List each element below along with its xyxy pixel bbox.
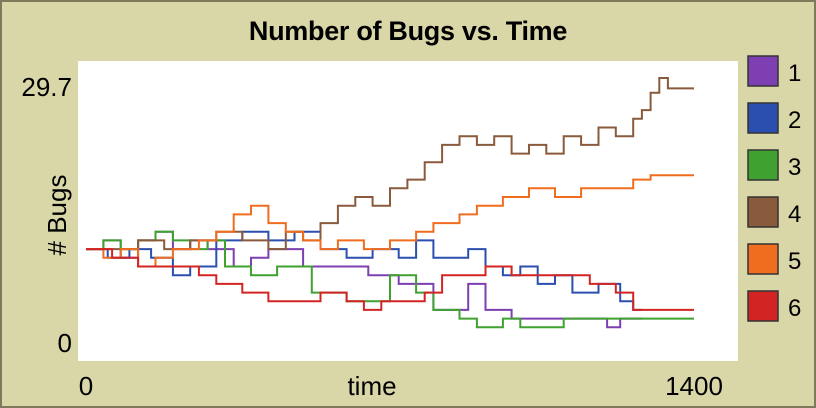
y-tick-label-min: 0 <box>58 328 72 358</box>
legend-label-2: 2 <box>788 107 801 134</box>
y-axis-label: # Bugs <box>42 175 72 256</box>
legend-swatch-6 <box>747 290 779 322</box>
legend-swatch-4 <box>747 196 779 228</box>
series-line-6 <box>86 248 694 311</box>
legend: 1 2 3 4 5 6 <box>747 55 801 322</box>
x-tick-label-max: 1400 <box>665 371 723 401</box>
legend-label-3: 3 <box>788 154 801 181</box>
series-layer <box>86 77 694 329</box>
legend-swatch-3 <box>747 149 779 181</box>
series-line-4 <box>86 77 694 251</box>
y-tick-label-max: 29.7 <box>21 72 72 102</box>
legend-swatch-5 <box>747 243 779 275</box>
legend-label-1: 1 <box>788 60 801 87</box>
x-tick-label-min: 0 <box>79 371 93 401</box>
legend-label-5: 5 <box>788 248 801 275</box>
legend-swatch-1 <box>747 55 779 87</box>
x-axis-label: time <box>347 371 396 401</box>
legend-label-6: 6 <box>788 295 801 322</box>
series-line-5 <box>86 174 694 268</box>
chart-title: Number of Bugs vs. Time <box>248 16 568 46</box>
legend-swatch-2 <box>747 102 779 134</box>
plot-area <box>78 61 738 361</box>
legend-label-4: 4 <box>788 201 801 228</box>
